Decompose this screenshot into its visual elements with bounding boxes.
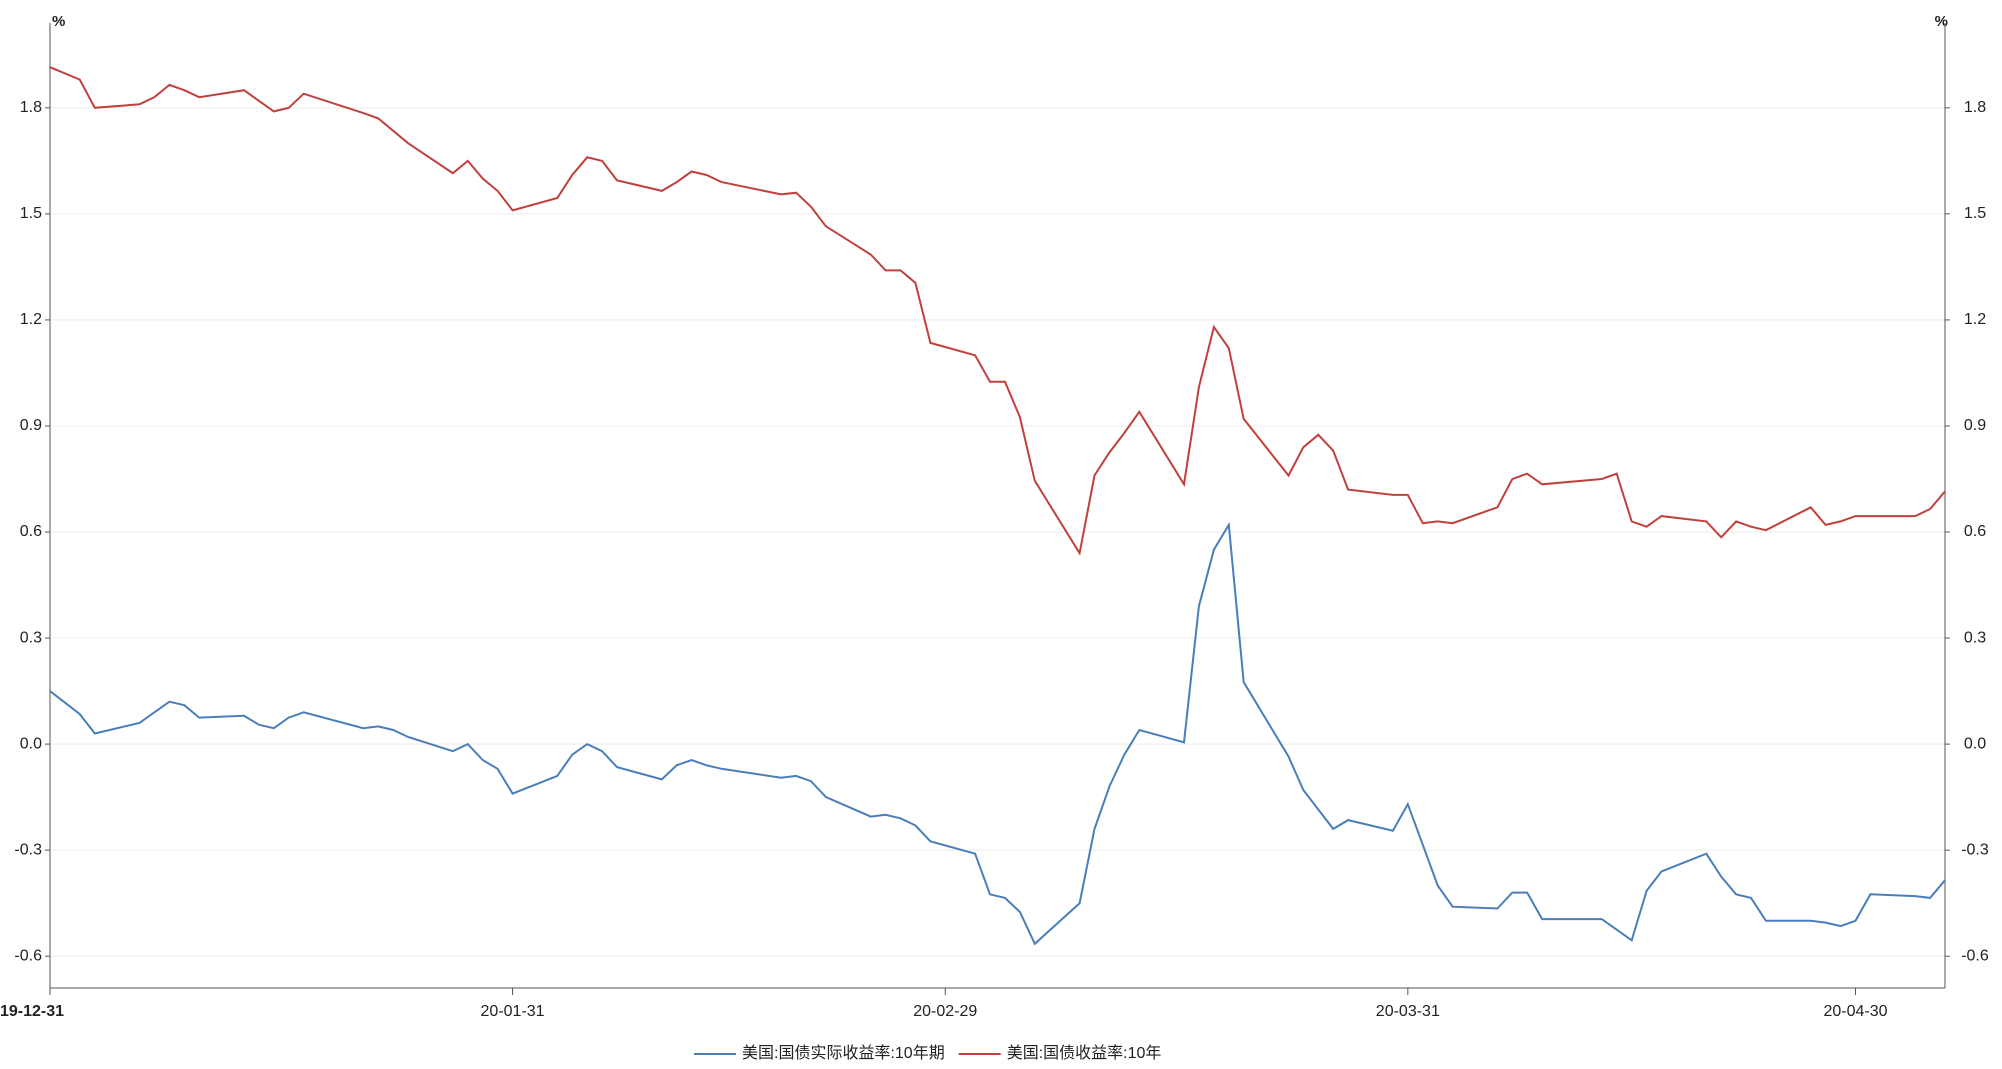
- x-tick-label: 19-12-31: [0, 1003, 64, 1020]
- y-tick-label: 1.2: [20, 311, 42, 328]
- y-tick-label: -0.6: [14, 947, 42, 964]
- y-unit: %: [52, 13, 65, 30]
- y2-tick-label: 1.8: [1964, 99, 1986, 116]
- y2-tick-label: -0.6: [1961, 947, 1989, 964]
- y-tick-label: 1.8: [20, 99, 42, 116]
- y-tick-label: 0.6: [20, 523, 42, 540]
- series-line: [49, 66, 1946, 556]
- legend-label: 美国:国债收益率:10年: [1007, 1044, 1162, 1062]
- y2-tick-label: 1.2: [1964, 311, 1986, 328]
- y2-tick-label: 1.5: [1964, 205, 1986, 222]
- legend-label: 美国:国债实际收益率:10年期: [742, 1044, 945, 1062]
- y2-tick-label: 0.6: [1964, 523, 1986, 540]
- y-tick-label: -0.3: [14, 841, 42, 858]
- y-tick-label: 0.9: [20, 417, 42, 434]
- y-tick-label: 0.3: [20, 629, 42, 646]
- x-tick-label: 20-04-30: [1823, 1003, 1887, 1020]
- y2-tick-label: 0.3: [1964, 629, 1986, 646]
- y2-tick-label: -0.3: [1961, 841, 1989, 858]
- y2-unit: %: [1935, 13, 1948, 30]
- series-line: [49, 521, 1946, 946]
- x-tick-label: 20-03-31: [1376, 1003, 1440, 1020]
- y2-tick-label: 0.0: [1964, 735, 1986, 752]
- y-tick-label: 0.0: [20, 735, 42, 752]
- y-tick-label: 1.5: [20, 205, 42, 222]
- y2-tick-label: 0.9: [1964, 417, 1986, 434]
- x-tick-label: 20-02-29: [913, 1003, 977, 1020]
- x-tick-label: 20-01-31: [481, 1003, 545, 1020]
